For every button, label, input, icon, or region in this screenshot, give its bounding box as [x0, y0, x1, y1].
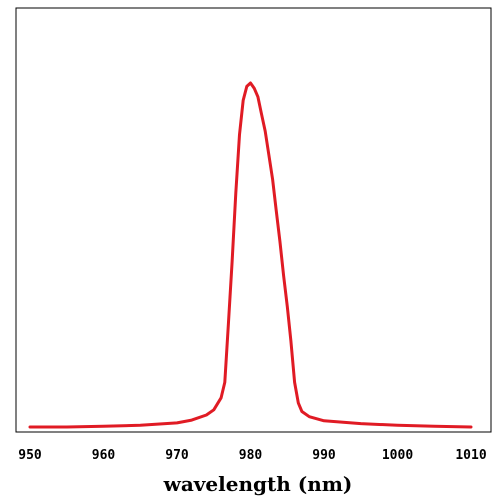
- x-tick-label: 960: [92, 448, 116, 463]
- spectrum-line: [28, 81, 473, 429]
- x-tick-label: 980: [239, 448, 263, 463]
- x-tick-label: 1000: [382, 448, 413, 463]
- x-tick-label: 1010: [455, 448, 486, 463]
- plot-area-frame: [15, 7, 492, 433]
- x-tick-labels: 950 960 970 980 990 1000 1010: [18, 448, 487, 463]
- x-tick-label: 970: [165, 448, 189, 463]
- x-axis-title: wavelength (nm): [163, 472, 353, 496]
- x-tick-label: 990: [312, 448, 336, 463]
- x-tick-label: 950: [18, 448, 42, 463]
